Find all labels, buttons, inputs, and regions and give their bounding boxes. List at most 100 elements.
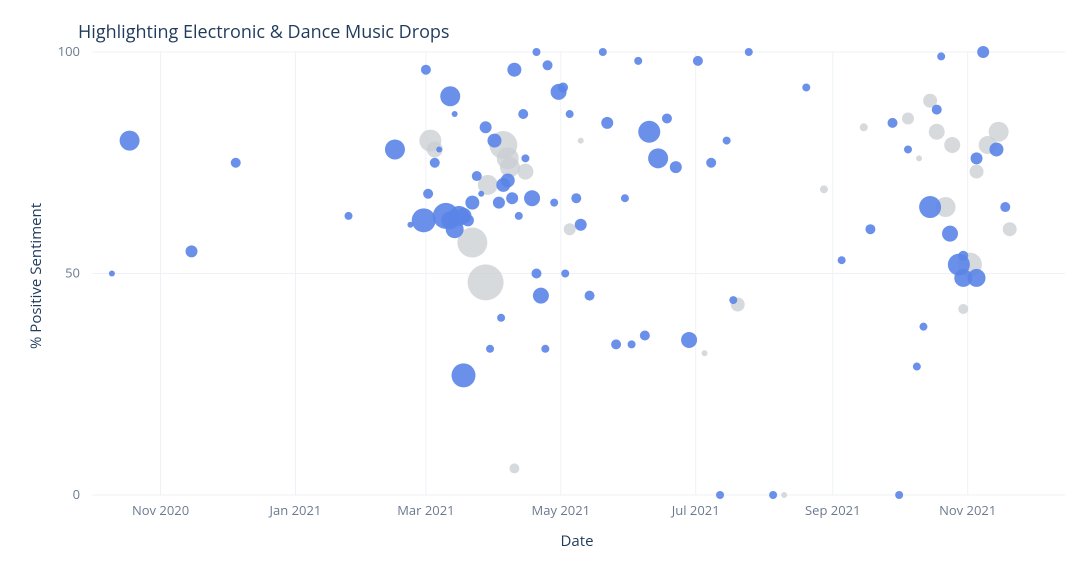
data-point: [693, 56, 703, 66]
data-point: [452, 111, 458, 117]
data-point: [533, 288, 549, 304]
y-tick-label: 0: [73, 485, 80, 503]
x-tick-label: Jan 2021: [268, 501, 322, 519]
data-point: [345, 212, 353, 220]
data-point: [634, 57, 642, 65]
data-point: [385, 139, 405, 159]
data-point: [648, 148, 668, 168]
data-point: [231, 158, 241, 168]
data-point: [904, 145, 912, 153]
data-point: [486, 345, 494, 353]
data-point: [989, 122, 1009, 142]
data-point: [120, 131, 140, 151]
chart-title: Highlighting Electronic & Dance Music Dr…: [78, 20, 450, 44]
data-point: [507, 63, 521, 77]
data-point: [452, 363, 476, 387]
x-tick-label: May 2021: [532, 501, 591, 519]
data-point: [541, 345, 549, 353]
data-point: [518, 109, 528, 119]
data-point: [958, 304, 968, 314]
data-point: [919, 196, 941, 218]
data-point: [493, 197, 505, 209]
data-point: [781, 492, 787, 498]
data-point: [913, 363, 921, 371]
data-point: [919, 323, 927, 331]
data-point: [109, 271, 115, 277]
data-point: [745, 48, 753, 56]
data-point: [601, 117, 613, 129]
data-point: [462, 214, 474, 226]
x-tick-label: Sep 2021: [805, 501, 861, 519]
data-point: [515, 212, 523, 220]
data-point: [506, 192, 518, 204]
data-point: [970, 165, 984, 179]
data-point: [550, 199, 558, 207]
data-point: [575, 219, 587, 231]
data-point: [611, 339, 621, 349]
x-axis-label: Date: [561, 531, 594, 551]
data-point: [968, 269, 986, 287]
data-point: [436, 146, 442, 152]
data-point: [706, 158, 716, 168]
data-point: [977, 46, 989, 58]
y-tick-label: 50: [65, 264, 80, 282]
data-point: [942, 226, 958, 242]
y-tick-label: 100: [58, 42, 80, 60]
data-point: [916, 155, 922, 161]
data-point: [532, 48, 540, 56]
data-point: [440, 86, 460, 106]
data-point: [521, 154, 529, 162]
y-axis-label: % Positive Sentiment: [26, 202, 46, 348]
data-point: [716, 491, 724, 499]
data-point: [838, 256, 846, 264]
data-point: [430, 158, 440, 168]
data-point: [478, 191, 484, 197]
data-point: [944, 137, 960, 153]
data-point: [465, 196, 479, 210]
x-tick-label: Nov 2020: [132, 501, 189, 519]
data-point: [472, 171, 482, 181]
data-point: [412, 208, 436, 232]
data-point: [571, 193, 581, 203]
data-point: [487, 134, 501, 148]
data-point: [640, 331, 650, 341]
chart-container: Highlighting Electronic & Dance Music Dr…: [0, 0, 1080, 576]
data-point: [628, 340, 636, 348]
data-point: [702, 350, 708, 356]
data-point: [566, 110, 574, 118]
data-point: [971, 152, 983, 164]
data-point: [524, 190, 540, 206]
data-point: [729, 296, 737, 304]
data-point: [480, 121, 492, 133]
data-point: [865, 224, 875, 234]
data-point: [802, 83, 810, 91]
data-point: [497, 314, 505, 322]
data-point: [578, 138, 584, 144]
data-point: [517, 164, 533, 180]
data-point: [421, 65, 431, 75]
data-point: [723, 137, 731, 145]
data-point: [558, 82, 568, 92]
data-point: [860, 123, 868, 131]
data-point: [501, 173, 515, 187]
data-point: [585, 291, 595, 301]
data-point: [932, 105, 942, 115]
x-tick-label: Mar 2021: [397, 501, 454, 519]
data-point: [599, 48, 607, 56]
data-point: [895, 491, 903, 499]
scatter-plot: Nov 2020 Jan 2021 Mar 2021 May 2021 Jul 2021…: [0, 0, 1080, 576]
data-point: [820, 185, 828, 193]
data-point: [531, 269, 541, 279]
x-tick-label: Jul 2021: [670, 501, 720, 519]
data-point: [1000, 202, 1010, 212]
data-point: [929, 124, 945, 140]
data-point: [621, 194, 629, 202]
x-tick-label: Nov 2021: [939, 501, 996, 519]
data-point: [958, 251, 968, 261]
data-point: [543, 60, 553, 70]
data-point: [509, 463, 519, 473]
data-point: [681, 332, 697, 348]
data-point: [670, 161, 682, 173]
data-point: [423, 189, 433, 199]
data-point: [561, 270, 569, 278]
